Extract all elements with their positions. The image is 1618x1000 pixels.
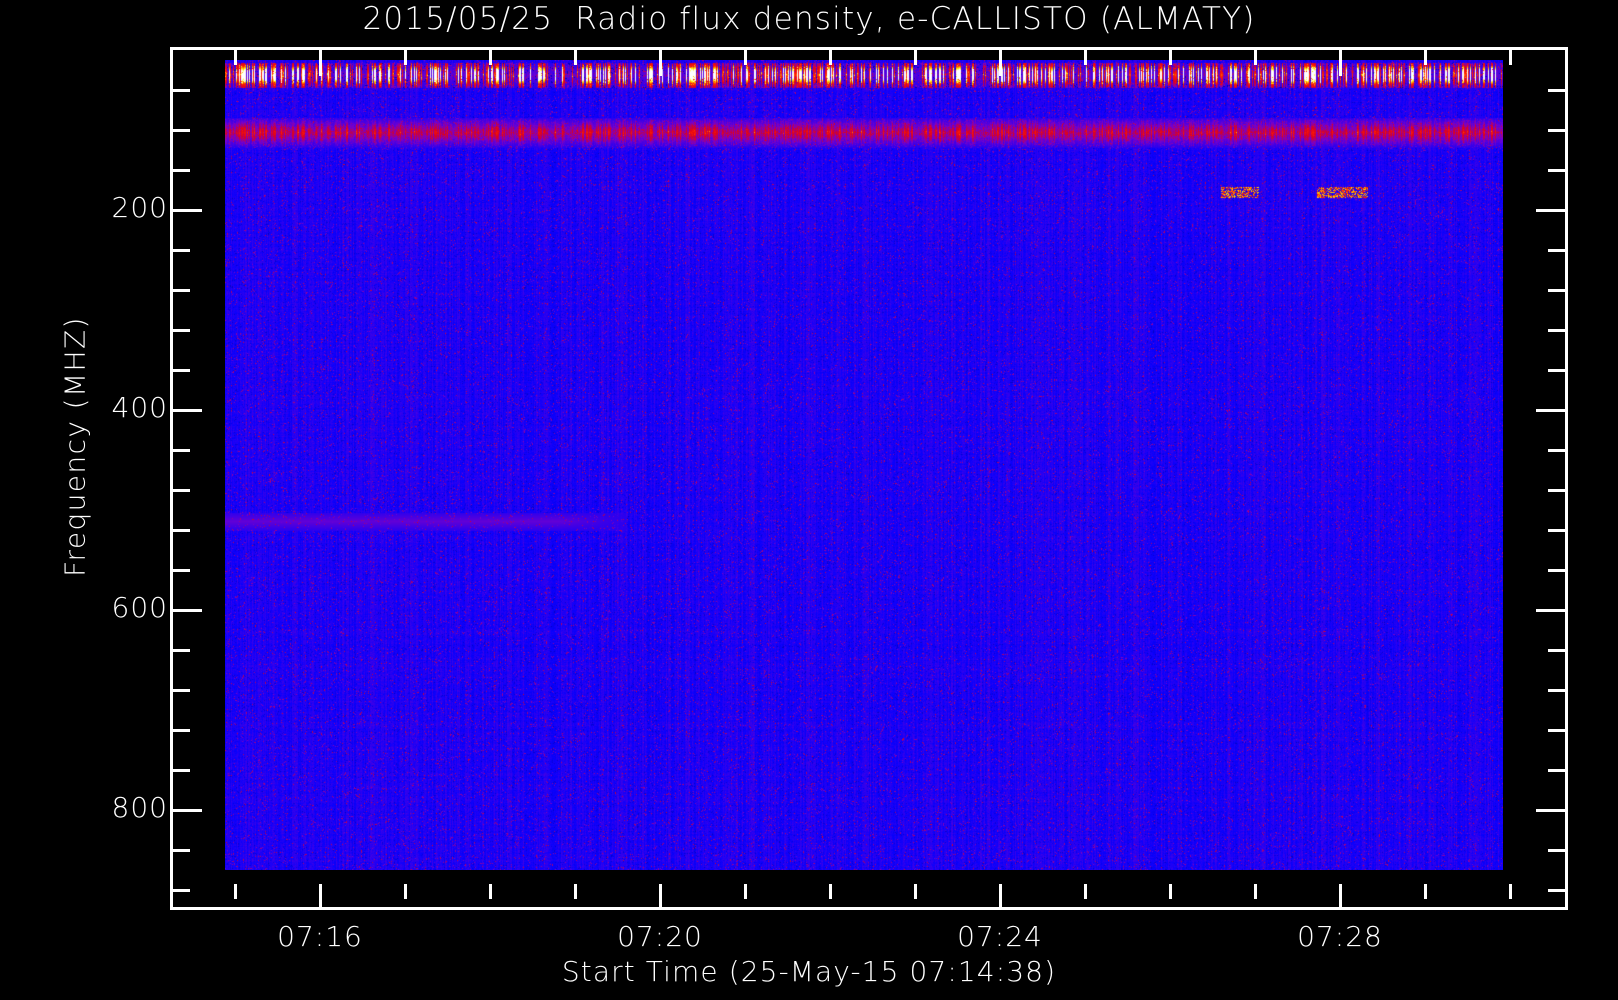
spectrogram-image xyxy=(225,60,1503,870)
y-minor-tick xyxy=(173,569,190,572)
x-minor-tick-top xyxy=(1169,50,1172,65)
x-minor-tick xyxy=(1424,884,1427,899)
y-axis-title: Frequency (MHZ) xyxy=(58,316,92,577)
x-tick-label: 07:28 xyxy=(1297,920,1383,953)
y-minor-tick-right xyxy=(1548,689,1565,692)
y-major-tick xyxy=(173,409,202,412)
page-title: 2015/05/25 Radio flux density, e-CALLIST… xyxy=(362,1,1256,37)
x-minor-tick xyxy=(829,884,832,899)
x-minor-tick xyxy=(489,884,492,899)
x-major-tick-top xyxy=(319,50,322,76)
y-minor-tick xyxy=(173,769,190,772)
y-minor-tick-right xyxy=(1548,329,1565,332)
x-minor-tick xyxy=(574,884,577,899)
y-minor-tick-right xyxy=(1548,449,1565,452)
y-tick-label: 600 xyxy=(111,591,168,624)
y-minor-tick xyxy=(173,129,190,132)
y-minor-tick-right xyxy=(1548,889,1565,892)
x-minor-tick-top xyxy=(574,50,577,65)
x-minor-tick-top xyxy=(1509,50,1512,65)
x-minor-tick xyxy=(1509,884,1512,899)
y-minor-tick-right xyxy=(1548,169,1565,172)
x-tick-label: 07:24 xyxy=(957,920,1043,953)
y-major-tick xyxy=(173,809,202,812)
y-major-tick-right xyxy=(1536,209,1565,212)
x-minor-tick xyxy=(1254,884,1257,899)
y-minor-tick-right xyxy=(1548,769,1565,772)
x-minor-tick xyxy=(1169,884,1172,899)
y-minor-tick xyxy=(173,649,190,652)
y-minor-tick-right xyxy=(1548,289,1565,292)
y-minor-tick xyxy=(173,889,190,892)
y-minor-tick-right xyxy=(1548,129,1565,132)
y-major-tick-right xyxy=(1536,809,1565,812)
y-minor-tick xyxy=(173,489,190,492)
y-tick-label: 800 xyxy=(111,791,168,824)
y-minor-tick xyxy=(173,449,190,452)
x-major-tick-top xyxy=(999,50,1002,76)
y-major-tick-right xyxy=(1536,409,1565,412)
y-minor-tick xyxy=(173,289,190,292)
x-major-tick xyxy=(999,884,1002,910)
x-minor-tick-top xyxy=(1084,50,1087,65)
x-minor-tick-top xyxy=(404,50,407,65)
y-major-tick xyxy=(173,609,202,612)
y-tick-label: 400 xyxy=(111,391,168,424)
y-minor-tick-right xyxy=(1548,369,1565,372)
y-tick-label: 200 xyxy=(111,191,168,224)
y-minor-tick-right xyxy=(1548,569,1565,572)
x-minor-tick-top xyxy=(914,50,917,65)
y-minor-tick xyxy=(173,329,190,332)
y-minor-tick-right xyxy=(1548,649,1565,652)
x-minor-tick-top xyxy=(744,50,747,65)
y-minor-tick xyxy=(173,89,190,92)
y-minor-tick xyxy=(173,529,190,532)
x-minor-tick xyxy=(744,884,747,899)
x-minor-tick xyxy=(914,884,917,899)
x-minor-tick-top xyxy=(234,50,237,65)
y-minor-tick-right xyxy=(1548,89,1565,92)
x-major-tick xyxy=(659,884,662,910)
y-minor-tick xyxy=(173,729,190,732)
y-minor-tick xyxy=(173,849,190,852)
x-major-tick-top xyxy=(1339,50,1342,76)
x-minor-tick-top xyxy=(1254,50,1257,65)
x-minor-tick xyxy=(1084,884,1087,899)
y-minor-tick-right xyxy=(1548,529,1565,532)
y-minor-tick-right xyxy=(1548,729,1565,732)
x-tick-label: 07:16 xyxy=(277,920,363,953)
y-minor-tick xyxy=(173,689,190,692)
y-minor-tick xyxy=(173,169,190,172)
x-minor-tick xyxy=(404,884,407,899)
x-minor-tick-top xyxy=(1424,50,1427,65)
x-minor-tick xyxy=(234,884,237,899)
x-major-tick-top xyxy=(659,50,662,76)
y-major-tick-right xyxy=(1536,609,1565,612)
x-axis-title: Start Time (25-May-15 07:14:38) xyxy=(561,955,1057,988)
y-minor-tick-right xyxy=(1548,249,1565,252)
x-minor-tick-top xyxy=(829,50,832,65)
y-minor-tick xyxy=(173,249,190,252)
x-major-tick xyxy=(1339,884,1342,910)
x-minor-tick-top xyxy=(489,50,492,65)
y-minor-tick-right xyxy=(1548,489,1565,492)
y-minor-tick xyxy=(173,369,190,372)
y-minor-tick-right xyxy=(1548,849,1565,852)
x-major-tick xyxy=(319,884,322,910)
y-major-tick xyxy=(173,209,202,212)
x-tick-label: 07:20 xyxy=(617,920,703,953)
